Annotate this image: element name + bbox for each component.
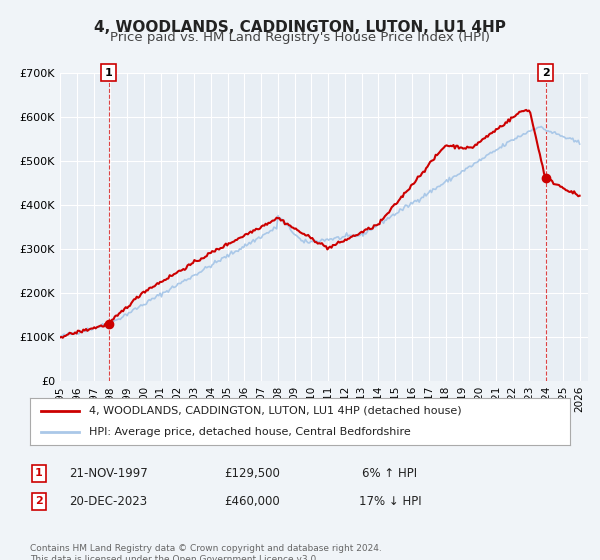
Text: 4, WOODLANDS, CADDINGTON, LUTON, LU1 4HP (detached house): 4, WOODLANDS, CADDINGTON, LUTON, LU1 4HP…: [89, 406, 462, 416]
Text: 2: 2: [542, 68, 550, 78]
Text: Price paid vs. HM Land Registry's House Price Index (HPI): Price paid vs. HM Land Registry's House …: [110, 31, 490, 44]
Text: 2: 2: [35, 496, 43, 506]
Text: 6% ↑ HPI: 6% ↑ HPI: [362, 466, 418, 480]
Text: 21-NOV-1997: 21-NOV-1997: [68, 466, 148, 480]
Text: £129,500: £129,500: [224, 466, 280, 480]
Text: 20-DEC-2023: 20-DEC-2023: [69, 494, 147, 508]
Text: Contains HM Land Registry data © Crown copyright and database right 2024.
This d: Contains HM Land Registry data © Crown c…: [30, 544, 382, 560]
Text: £460,000: £460,000: [224, 494, 280, 508]
Text: 17% ↓ HPI: 17% ↓ HPI: [359, 494, 421, 508]
Text: HPI: Average price, detached house, Central Bedfordshire: HPI: Average price, detached house, Cent…: [89, 427, 411, 437]
Text: 4, WOODLANDS, CADDINGTON, LUTON, LU1 4HP: 4, WOODLANDS, CADDINGTON, LUTON, LU1 4HP: [94, 20, 506, 35]
Text: 1: 1: [35, 468, 43, 478]
Text: 1: 1: [105, 68, 112, 78]
